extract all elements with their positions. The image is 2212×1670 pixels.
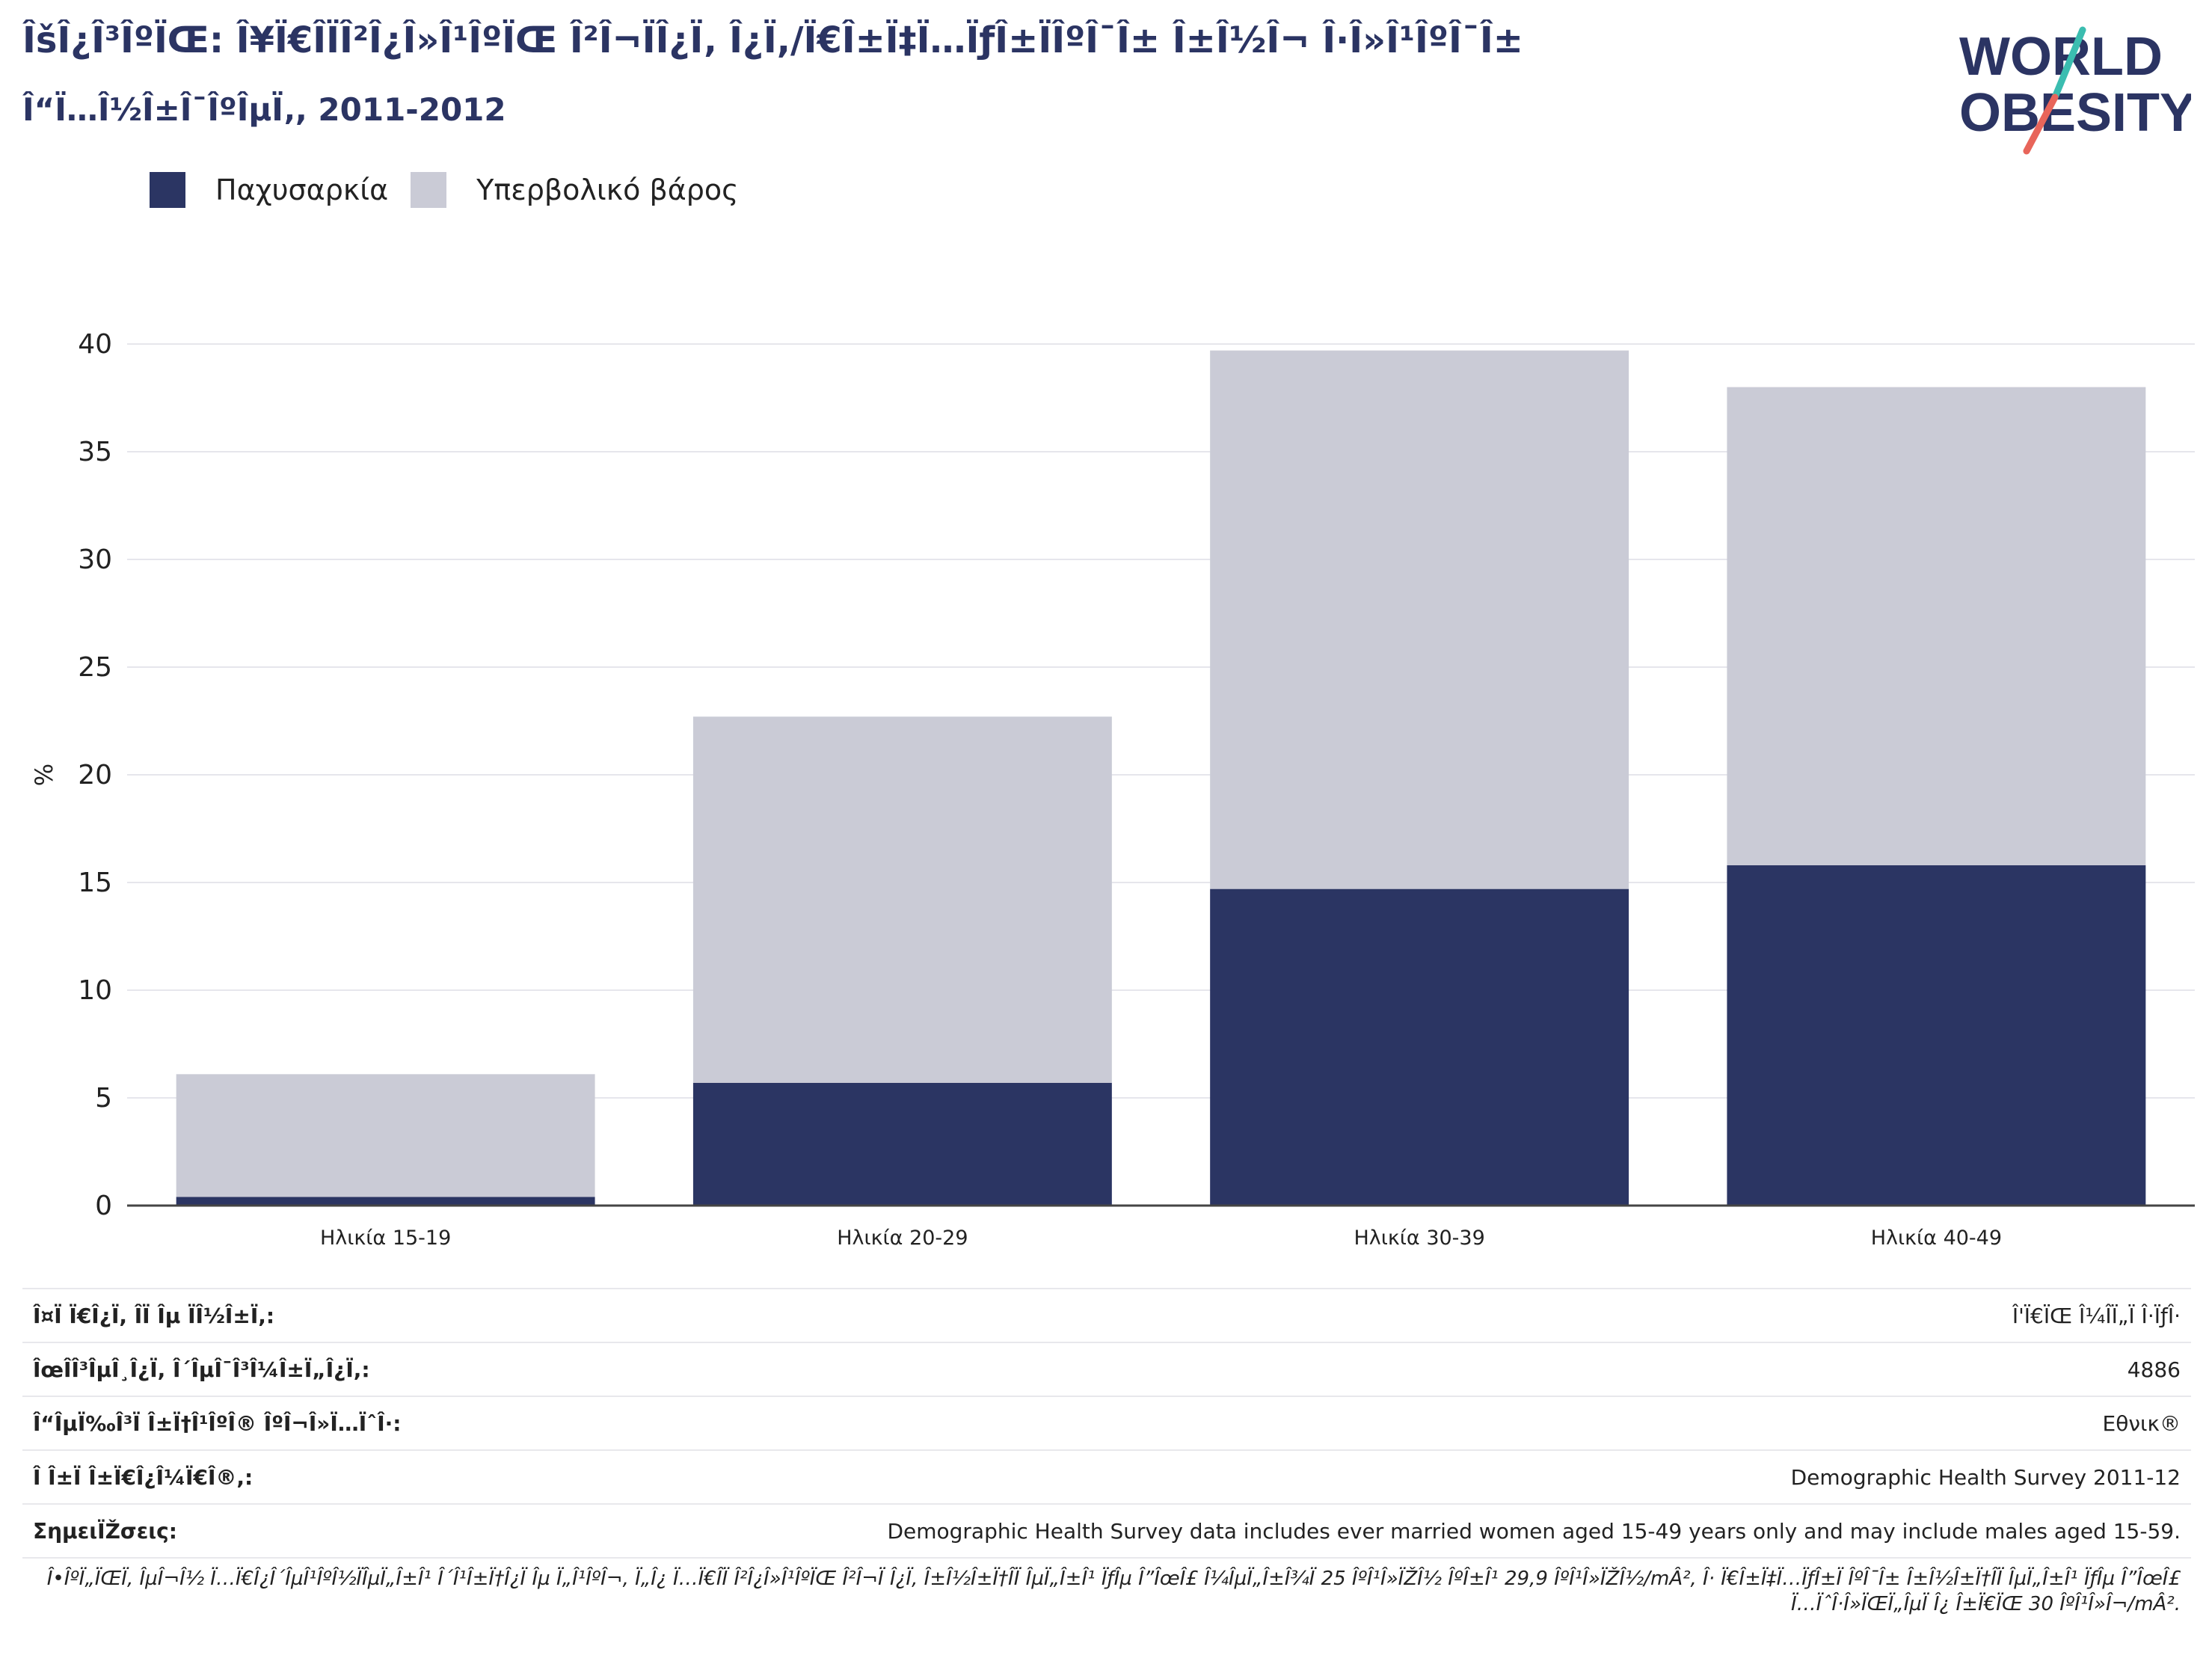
info-value: 4886 — [567, 1342, 2191, 1396]
bar-overweight — [176, 1074, 595, 1197]
info-value: Demographic Health Survey 2011-12 — [567, 1449, 2191, 1504]
legend-item-obesity[interactable]: Παχυσαρκία — [150, 172, 388, 208]
x-tick-label: Ηλικία 15-19 — [320, 1227, 451, 1249]
info-row: ÎœÎ­Î³ÎµÎ¸Î¿Ï, Î´ÎµÎ¯Î³Î¼Î±Ï„Î¿Ï,: 4886 — [22, 1342, 2191, 1396]
legend-swatch-overweight — [411, 172, 447, 208]
y-tick-label: 10 — [78, 975, 112, 1006]
x-tick-label: Ηλικία 30-39 — [1354, 1227, 1484, 1249]
y-tick-label: 5 — [95, 1083, 112, 1114]
info-label: Î¤Ï Ï€Î¿Ï, ÎÏ Îµ ÏÎ½Î±Ï,: — [22, 1288, 567, 1342]
y-tick-label: 20 — [78, 760, 112, 791]
y-tick-label: 40 — [78, 329, 112, 360]
chart-subtitle: Î“Ï…Î½Î±Î¯ÎºÎµÏ‚, 2011-2012 — [22, 91, 506, 128]
y-tick-label: 35 — [78, 437, 112, 467]
logo-slash-teal — [2051, 26, 2086, 101]
logo-text-obesity: OBESITY — [1959, 83, 2191, 143]
legend-item-overweight[interactable]: Υπερβολικό βάρος — [411, 172, 738, 208]
y-tick-label: 30 — [78, 544, 112, 575]
info-table: Î¤Ï Ï€Î¿Ï, ÎÏ Îµ ÏÎ½Î±Ï,: Î'Ï€ÏŒ Î¼ÎÏ„Ï Î… — [22, 1288, 2191, 1559]
info-label: ΣημειÏŽσεις: — [22, 1503, 567, 1559]
legend-label-overweight: Υπερβολικό βάρος — [476, 174, 739, 206]
y-tick-label: 25 — [78, 652, 112, 683]
y-axis-label: % — [30, 764, 58, 786]
info-label: Î“ÎµÏ‰Î³Ï Î±Ï†Î¹ÎºÎ® ÎºÎ¬Î»Ï…ÏˆÎ·: — [22, 1396, 567, 1450]
chart-legend: Παχυσαρκία Υπερβολικό βάρος — [150, 172, 761, 208]
info-label: ÎœÎ­Î³ÎµÎ¸Î¿Ï, Î´ÎµÎ¯Î³Î¼Î±Ï„Î¿Ï,: — [22, 1342, 567, 1396]
bar-overweight — [1727, 387, 2146, 865]
bar-obesity — [1727, 865, 2146, 1206]
legend-label-obesity: Παχυσαρκία — [215, 174, 389, 206]
info-value: Εθνικ® — [567, 1396, 2191, 1450]
logo-slash-red — [2023, 93, 2059, 155]
bar-overweight — [692, 716, 1112, 1083]
info-value: Demographic Health Survey data includes … — [567, 1503, 2191, 1559]
legend-swatch-obesity — [150, 172, 185, 208]
footnote: Î•ÎºÏ„ÏŒÏ, ÎµÎ¬Î½ Ï…Ï€Î¿Î´ÎµÎ¹ÎºÎ½ÏÎµÏ„Î… — [46, 1568, 2181, 1615]
info-row: Î Î±Ï Î±Ï€Î¿Î¼Ï€Î®,: Demographic Health S… — [22, 1449, 2191, 1504]
bar-obesity — [692, 1082, 1112, 1206]
x-tick-label: Ηλικία 40-49 — [1871, 1227, 2002, 1249]
bar-chart: 0 5 10 15 20 25 30 35 40% Ηλικία 15-19 Ηλικία 20-2… — [30, 329, 2195, 1249]
y-tick-label: 15 — [78, 868, 112, 898]
world-obesity-logo: WORLD OBESITY — [1959, 26, 2191, 155]
bar-overweight — [1210, 350, 1629, 889]
info-row: ΣημειÏŽσεις: Demographic Health Survey da… — [22, 1503, 2191, 1559]
info-value: Î'Ï€ÏŒ Î¼ÎÏ„Ï Î·ÏƒÎ· — [567, 1288, 2191, 1342]
y-tick-label: 0 — [95, 1191, 112, 1221]
info-row: Î¤Ï Ï€Î¿Ï, ÎÏ Îµ ÏÎ½Î±Ï,: Î'Ï€ÏŒ Î¼ÎÏ„Ï Î… — [22, 1288, 2191, 1342]
bar-obesity — [1210, 888, 1629, 1206]
x-tick-label: Ηλικία 20-29 — [837, 1227, 968, 1249]
chart-title: ÎšÎ¿Î³ÎºÏŒ: Î¥Ï€Î­ÏÎ²Î¿Î»Î¹ÎºÏŒ Î²Î¬ÏÎ¿Ï… — [22, 19, 1523, 61]
info-row: Î“ÎµÏ‰Î³Ï Î±Ï†Î¹ÎºÎ® ÎºÎ¬Î»Ï…ÏˆÎ·: Εθνικ® — [22, 1396, 2191, 1450]
bar-obesity — [176, 1197, 595, 1206]
info-label: Î Î±Ï Î±Ï€Î¿Î¼Ï€Î®,: — [22, 1449, 567, 1504]
